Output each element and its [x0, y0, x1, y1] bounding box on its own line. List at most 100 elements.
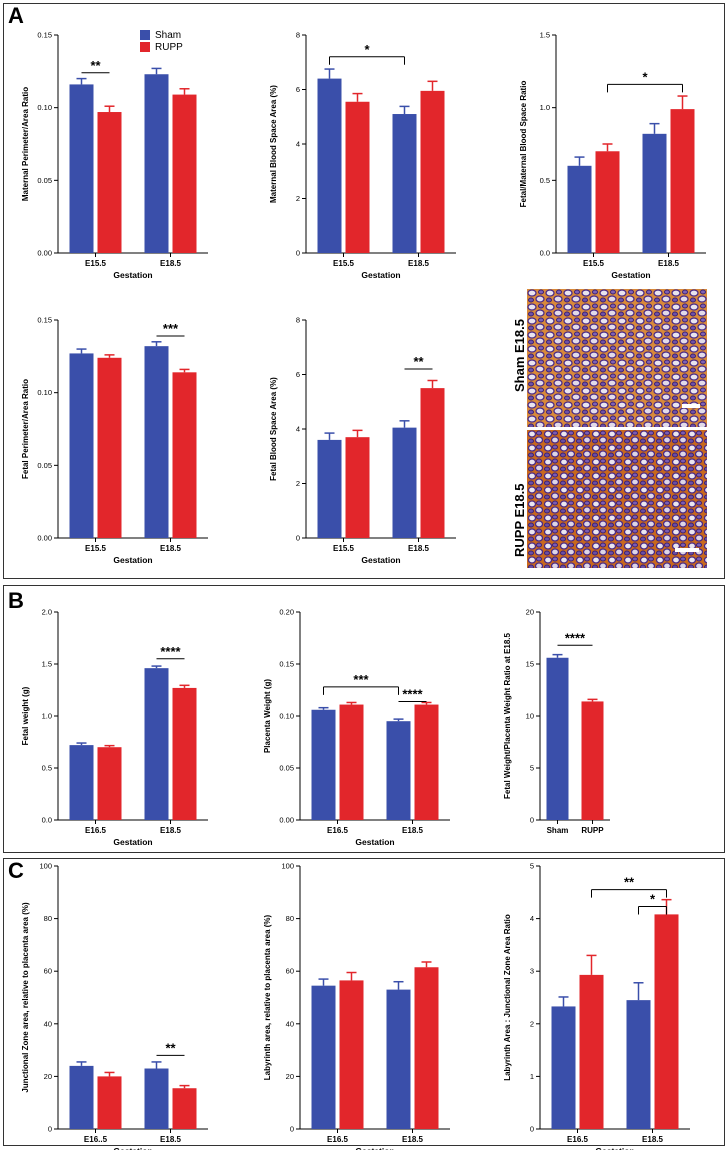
c3-x-tick-label: E18.5	[642, 1135, 663, 1144]
b3-y-tick-label: 5	[530, 764, 534, 773]
c3-x-tick-label: E16.5	[567, 1135, 588, 1144]
c3-y-tick-label: 1	[530, 1072, 534, 1081]
a4-x-tick-label: E15.5	[85, 544, 106, 553]
a1-sig-label: **	[90, 58, 101, 73]
b2-y-tick-label: 0.10	[279, 712, 294, 721]
a5-bar-sham-1	[392, 427, 417, 538]
b2-bar-rupp-1	[414, 704, 439, 820]
c2-y-tick-label: 0	[290, 1125, 294, 1134]
a2-sig-label: *	[364, 42, 370, 57]
a1-bar-rupp-1	[172, 94, 197, 253]
c1-y-tick-label: 20	[44, 1072, 52, 1081]
a5-bar-rupp-0	[345, 437, 370, 538]
c2-y-tick-label: 100	[281, 862, 294, 871]
panel-a	[3, 3, 725, 579]
b1-y-tick-label: 1.0	[42, 712, 52, 721]
a2-y-tick-label: 0	[296, 249, 300, 258]
c3-bar-sham-1	[626, 1000, 651, 1129]
legend-item-sham: Sham	[140, 29, 183, 41]
c1-y-tick-label: 100	[39, 862, 52, 871]
a5-bar-sham-0	[317, 439, 342, 538]
a5-x-tick-label: E15.5	[333, 544, 354, 553]
panel-c	[3, 858, 725, 1146]
micrograph-sham-image	[527, 289, 707, 427]
c2-y-tick-label: 60	[286, 967, 294, 976]
c3-y-tick-label: 0	[530, 1125, 534, 1134]
b3-y-tick-label: 20	[526, 608, 534, 617]
micrograph-rupp-image	[527, 430, 707, 568]
b3-y-tick-label: 0	[530, 816, 534, 825]
legend: Sham RUPP	[140, 29, 183, 53]
b2-y-axis-label: Placenta Weight (g)	[263, 679, 272, 753]
b1-y-tick-label: 2.0	[42, 608, 52, 617]
c3-y-tick-label: 5	[530, 862, 534, 871]
c1-y-axis-label: Junctional Zone area, relative to placen…	[21, 902, 30, 1093]
a1-bar-sham-1	[144, 74, 169, 254]
b2-y-tick-label: 0.20	[279, 608, 294, 617]
b2-bar-rupp-0	[339, 704, 364, 820]
c3-y-tick-label: 4	[530, 914, 534, 923]
c1-bar-sham-0	[69, 1065, 94, 1129]
a5-sig-label: **	[413, 354, 424, 369]
b2-sig-label: ***	[353, 672, 369, 687]
a5-y-tick-label: 6	[296, 370, 300, 379]
b2-sig-label: ****	[402, 686, 423, 701]
b2-y-tick-label: 0.05	[279, 764, 294, 773]
c2-bar-sham-0	[311, 985, 336, 1129]
a4-y-tick-label: 0.00	[37, 534, 52, 543]
micrograph-sham-side-label: Sham E18.5	[512, 319, 527, 392]
c2-x-tick-label: E16.5	[327, 1135, 348, 1144]
a5-x-tick-label: E18.5	[408, 544, 429, 553]
a4-bar-rupp-1	[172, 372, 197, 538]
legend-label-rupp: RUPP	[155, 41, 183, 53]
c1-y-tick-label: 60	[44, 967, 52, 976]
c3-y-tick-label: 2	[530, 1019, 534, 1028]
panel-a-label: A	[8, 3, 24, 28]
c3-y-tick-label: 3	[530, 967, 534, 976]
a4-sig-label: ***	[163, 321, 179, 336]
legend-label-sham: Sham	[155, 29, 182, 41]
b2-x-tick-label: E18.5	[402, 826, 423, 835]
c1-bar-rupp-0	[97, 1076, 122, 1129]
a3-x-axis-label: Gestation	[611, 270, 650, 280]
a3-bar-sham-1	[642, 133, 667, 253]
b1-bar-sham-1	[144, 668, 169, 820]
b1-x-tick-label: E18.5	[160, 826, 181, 835]
b3-x-tick-label: RUPP	[581, 826, 604, 835]
b2-bar-sham-1	[386, 721, 411, 820]
micrograph-rupp	[527, 430, 707, 568]
a3-x-tick-label: E15.5	[583, 259, 604, 268]
c1-y-tick-label: 80	[44, 914, 52, 923]
c3-sig-label: *	[650, 892, 656, 907]
b1-x-tick-label: E16.5	[85, 826, 106, 835]
micrograph-rupp-side-label: RUPP E18.5	[512, 483, 527, 557]
a5-y-tick-label: 8	[296, 316, 300, 325]
c3-bar-rupp-1	[654, 914, 679, 1129]
legend-swatch-rupp	[140, 42, 150, 52]
micrograph-sham	[527, 289, 707, 427]
a2-y-tick-label: 6	[296, 85, 300, 94]
c2-x-axis-label: Gestation	[355, 1146, 394, 1150]
a4-y-axis-label: Fetal Perimeter/Area Ratio	[21, 379, 30, 479]
b1-y-tick-label: 0.0	[42, 816, 52, 825]
a4-bar-rupp-0	[97, 357, 122, 538]
c1-bar-sham-1	[144, 1068, 169, 1129]
c2-y-axis-label: Labyrinth area, relative to placenta are…	[263, 914, 272, 1080]
a1-y-tick-label: 0.15	[37, 31, 52, 40]
legend-swatch-sham	[140, 30, 150, 40]
a4-y-tick-label: 0.10	[37, 388, 52, 397]
c1-x-axis-label: Gestation	[113, 1146, 152, 1150]
b3-x-tick-label: Sham	[547, 826, 569, 835]
c2-y-tick-label: 20	[286, 1072, 294, 1081]
c2-bar-rupp-0	[339, 980, 364, 1129]
a2-bar-rupp-0	[345, 101, 370, 253]
a2-x-axis-label: Gestation	[361, 270, 400, 280]
b2-bar-sham-0	[311, 709, 336, 820]
c3-bar-sham-0	[551, 1006, 576, 1129]
b3-bar-values-1	[581, 701, 604, 820]
a2-y-axis-label: Maternal Blood Space Area (%)	[269, 85, 278, 203]
c1-sig-label: **	[165, 1040, 176, 1055]
a4-bar-sham-0	[69, 353, 94, 538]
a4-x-axis-label: Gestation	[113, 555, 152, 565]
a3-x-tick-label: E18.5	[658, 259, 679, 268]
